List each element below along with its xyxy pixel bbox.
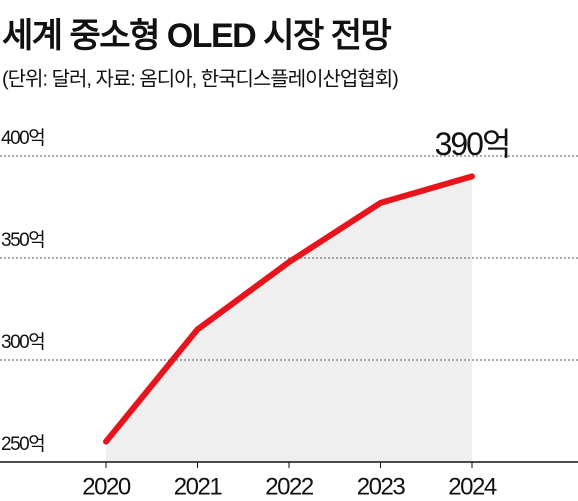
x-tick-label: 2023 <box>357 473 406 500</box>
value-label: 390억 <box>435 126 510 162</box>
chart-subtitle: (단위: 달러, 자료: 옴디아, 한국디스플레이산업협회) <box>2 67 398 90</box>
x-tick-label: 2022 <box>265 473 314 500</box>
y-tick-label: 350억 <box>1 229 44 251</box>
x-tick-label: 2021 <box>174 473 223 500</box>
x-tick-label: 2024 <box>448 473 497 500</box>
x-tick-label: 2020 <box>82 473 131 500</box>
area <box>106 176 472 462</box>
y-tick-label: 300억 <box>1 331 44 353</box>
line <box>103 173 475 445</box>
y-tick-label: 250억 <box>1 433 44 455</box>
chart-title: 세계 중소형 OLED 시장 전망 <box>2 17 391 55</box>
y-tick-label: 400억 <box>1 127 44 149</box>
